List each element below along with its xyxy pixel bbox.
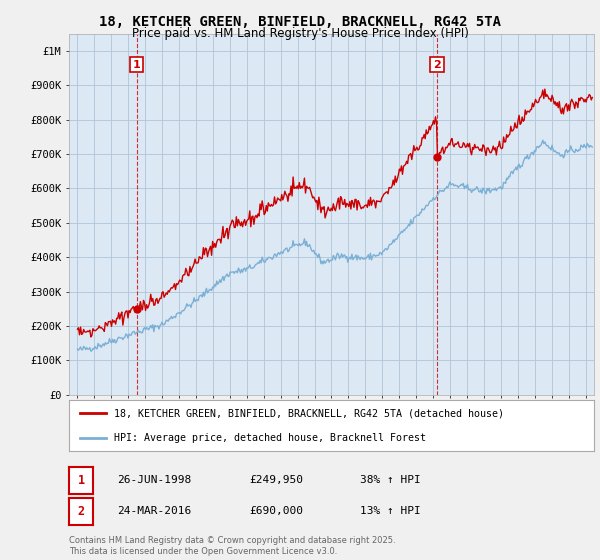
Text: 26-JUN-1998: 26-JUN-1998 [117, 475, 191, 486]
Text: Price paid vs. HM Land Registry's House Price Index (HPI): Price paid vs. HM Land Registry's House … [131, 27, 469, 40]
Text: 18, KETCHER GREEN, BINFIELD, BRACKNELL, RG42 5TA: 18, KETCHER GREEN, BINFIELD, BRACKNELL, … [99, 15, 501, 29]
Text: HPI: Average price, detached house, Bracknell Forest: HPI: Average price, detached house, Brac… [113, 433, 425, 443]
Text: 1: 1 [133, 59, 140, 69]
Text: 2: 2 [433, 59, 441, 69]
Text: Contains HM Land Registry data © Crown copyright and database right 2025.
This d: Contains HM Land Registry data © Crown c… [69, 536, 395, 556]
Text: £690,000: £690,000 [249, 506, 303, 516]
Text: 13% ↑ HPI: 13% ↑ HPI [360, 506, 421, 516]
Text: 2: 2 [77, 505, 85, 518]
Text: 24-MAR-2016: 24-MAR-2016 [117, 506, 191, 516]
Text: 1: 1 [77, 474, 85, 487]
Text: 38% ↑ HPI: 38% ↑ HPI [360, 475, 421, 486]
Text: 18, KETCHER GREEN, BINFIELD, BRACKNELL, RG42 5TA (detached house): 18, KETCHER GREEN, BINFIELD, BRACKNELL, … [113, 408, 503, 418]
Text: £249,950: £249,950 [249, 475, 303, 486]
